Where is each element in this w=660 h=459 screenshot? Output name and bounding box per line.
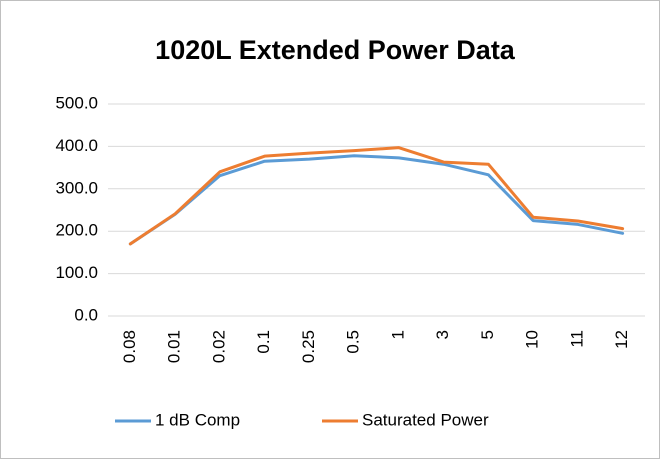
y-tick-label: 100.0 (55, 263, 98, 282)
legend-label: Saturated Power (362, 410, 489, 429)
x-tick-label: 0.08 (120, 330, 139, 363)
y-tick-label: 500.0 (55, 93, 98, 112)
x-tick-label: 0.25 (299, 330, 318, 363)
x-tick-label: 10 (523, 330, 542, 349)
x-tick-label: 3 (433, 330, 452, 339)
x-tick-label: 12 (612, 330, 631, 349)
x-tick-label: 1 (388, 330, 407, 339)
x-tick-label: 0.5 (344, 330, 363, 354)
series-line (128, 146, 625, 246)
y-tick-label: 300.0 (55, 178, 98, 197)
legend-label: 1 dB Comp (155, 410, 240, 429)
x-tick-label: 0.02 (209, 330, 228, 363)
x-tick-label: 5 (478, 330, 497, 339)
y-tick-label: 200.0 (55, 221, 98, 240)
x-tick-label: 11 (567, 330, 586, 348)
y-tick-label: 0.0 (74, 305, 98, 324)
chart-title: 1020L Extended Power Data (155, 35, 516, 65)
y-tick-label: 400.0 (55, 136, 98, 155)
series-line (128, 154, 625, 246)
x-tick-label: 0.01 (165, 330, 184, 363)
x-tick-label: 0.1 (254, 330, 273, 354)
